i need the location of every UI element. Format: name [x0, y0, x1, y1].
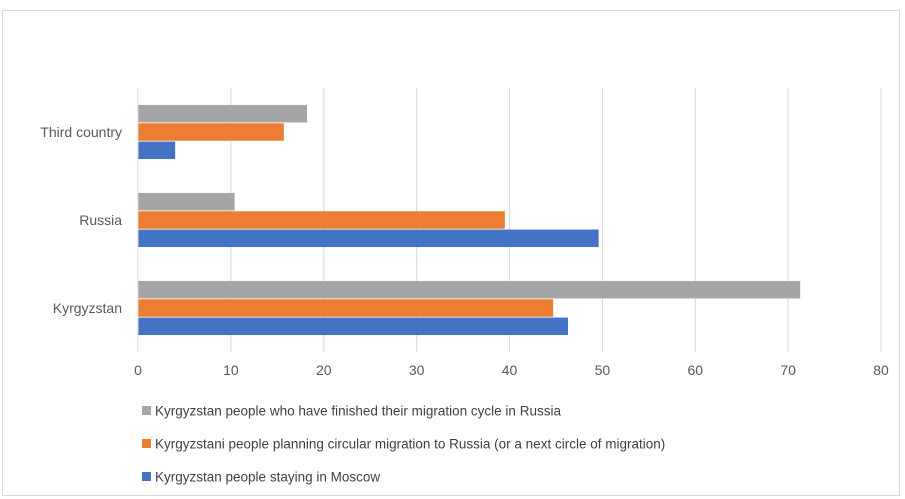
legend-label: Kyrgyzstan people who have finished thei…: [155, 404, 561, 419]
bar-third-country-series-0: [138, 141, 176, 160]
legend-label: Kyrgyzstan people staying in Moscow: [155, 470, 380, 485]
legend-swatch: [142, 472, 151, 481]
legend-swatch: [142, 439, 151, 448]
legend: Kyrgyzstan people who have finished thei…: [142, 404, 665, 485]
bar-russia-series-0: [138, 229, 599, 248]
x-tick-label: 40: [502, 362, 518, 378]
x-tick-label: 0: [134, 362, 142, 378]
category-label: Kyrgyzstan: [53, 300, 122, 316]
x-axis-tick-labels: 0 10 20 30 40 50 60 70 80: [134, 362, 889, 378]
bar-kyrgyzstan-series-2: [138, 280, 801, 299]
bar-kyrgyzstan-series-0: [138, 317, 569, 336]
x-tick-label: 20: [316, 362, 332, 378]
legend-swatch: [142, 406, 151, 415]
bar-third-country-series-1: [138, 123, 284, 141]
bar-third-country-series-2: [138, 104, 308, 123]
x-tick-label: 30: [409, 362, 425, 378]
category-label: Third country: [40, 124, 122, 140]
category-label: Russia: [79, 212, 122, 228]
y-axis-category-labels: Kyrgyzstan Russia Third country: [40, 124, 122, 316]
x-tick-label: 10: [223, 362, 239, 378]
x-tick-label: 80: [873, 362, 889, 378]
x-tick-label: 60: [687, 362, 703, 378]
bars: [137, 88, 801, 352]
bar-russia-series-2: [138, 192, 235, 211]
x-tick-label: 70: [780, 362, 796, 378]
x-tick-label: 50: [595, 362, 611, 378]
bar-kyrgyzstan-series-1: [138, 299, 554, 317]
legend-label: Kyrgyzstani people planning circular mig…: [155, 437, 665, 452]
chart-frame: [2, 10, 900, 496]
bar-russia-series-1: [138, 211, 505, 229]
